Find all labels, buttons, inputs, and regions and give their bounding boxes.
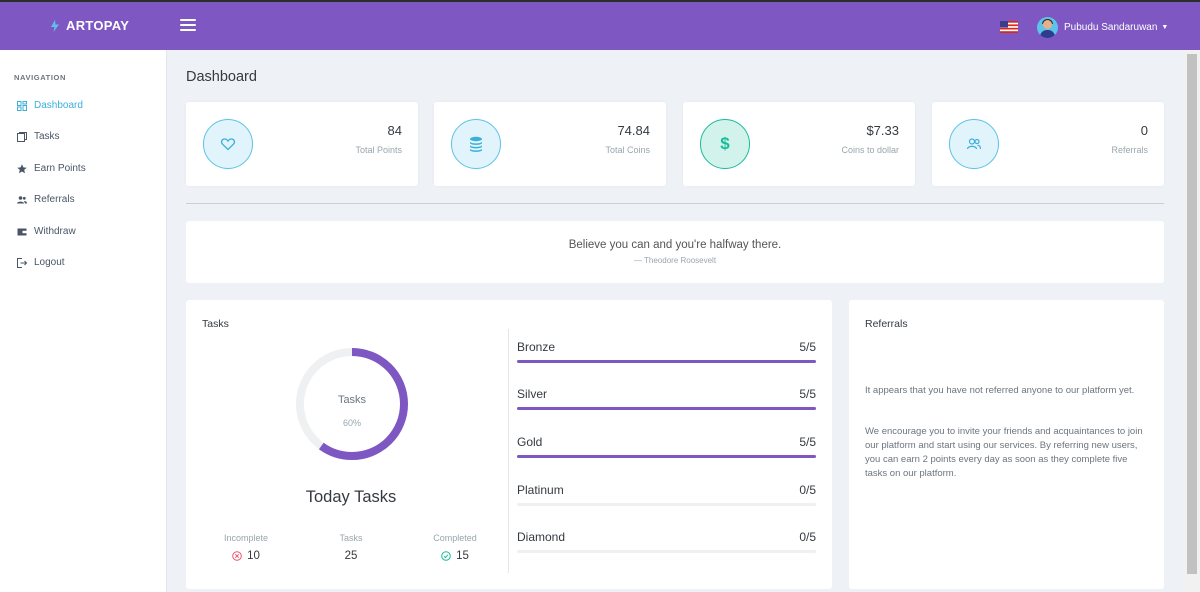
tier-name: Gold [517,435,543,449]
tier-progress-fill [517,407,816,410]
avatar [1037,17,1058,38]
tier-name: Platinum [517,483,564,497]
dollar-icon: $ [700,119,750,169]
sidebar-item-label: Tasks [34,131,60,142]
logo-icon [51,19,59,32]
tier-progress-bar [517,407,816,410]
brand-logo[interactable]: ARTOPAY [50,18,129,33]
donut-label: Tasks [337,394,367,406]
users-icon [949,119,999,169]
users-icon [17,195,27,203]
sidebar-item-label: Dashboard [34,100,83,111]
stat-value: 0 [1140,123,1148,138]
tier-progress-bar [517,455,816,458]
stat-card-total-coins: 74.84 Total Coins [434,102,666,186]
tasks-donut-chart [296,348,408,460]
stat-value: $7.33 [866,123,899,138]
page-scrollbar[interactable] [1184,50,1200,592]
stat-card-total-points: 84 Total Points [186,102,418,186]
sidebar-item-label: Withdraw [34,226,76,237]
summary-completed: Completed 15 [415,533,495,562]
page-title: Dashboard [186,69,257,85]
wallet-icon [17,228,27,235]
stat-label: Total Points [355,145,402,155]
coins-icon [451,119,501,169]
nav-section-title: NAVIGATION [14,73,66,82]
hamburger-icon [180,19,196,21]
sidebar-item-label: Earn Points [34,163,86,174]
tier-value: 0/5 [799,530,816,544]
vertical-divider [508,329,509,573]
star-icon [17,163,27,173]
us-flag-icon[interactable] [1000,21,1018,33]
divider [186,203,1164,204]
sidebar-item-referrals[interactable]: Referrals [17,194,75,205]
summary-label: Completed [433,533,477,543]
sidebar-item-label: Referrals [34,194,75,205]
sidebar-item-earn-points[interactable]: Earn Points [17,163,86,174]
card-title: Tasks [202,318,229,330]
tier-progress-bar [517,503,816,506]
stat-value: 84 [387,123,402,138]
tier-progress-fill [517,455,816,458]
donut-percent: 60% [342,418,361,428]
summary-value: 10 [247,550,260,562]
brand-name: ARTOPAY [66,18,130,33]
sidebar-item-logout[interactable]: Logout [17,257,65,268]
quote-card: Believe you can and you're halfway there… [186,221,1164,283]
stat-value: 74.84 [617,123,650,138]
stat-card-referrals: 0 Referrals [932,102,1164,186]
scrollbar-thumb[interactable] [1187,54,1197,574]
summary-tasks: Tasks 25 [311,533,391,562]
sidebar-item-tasks[interactable]: Tasks [17,131,60,142]
x-circle-icon [232,551,242,561]
dashboard-icon [17,100,27,111]
quote-author: — Theodore Roosevelt [633,256,717,265]
summary-value: 15 [456,550,469,562]
chevron-down-icon: ▼ [1161,24,1169,31]
user-menu[interactable]: Pubudu Sandaruwan ▼ [1037,17,1168,38]
tasks-card: Tasks Tasks 60% Today Tasks Incomplete 1… [186,300,832,589]
stat-label: Total Coins [605,145,650,155]
logout-icon [17,257,27,268]
summary-incomplete: Incomplete 10 [206,533,286,562]
sidebar-item-dashboard[interactable]: Dashboard [17,100,83,111]
today-tasks-title: Today Tasks [305,488,397,506]
heart-icon [203,119,253,169]
tier-name: Silver [517,387,548,401]
tier-progress-bar [517,360,816,363]
referrals-paragraph: It appears that you have not referred an… [865,385,1135,396]
sidebar-item-label: Logout [34,257,65,268]
card-title: Referrals [865,318,908,330]
summary-label: Tasks [339,533,363,543]
tier-value: 5/5 [799,340,816,354]
sidebar: NAVIGATION Dashboard Tasks Earn Points R… [0,50,167,592]
tier-progress-fill [517,360,816,363]
tier-name: Bronze [517,340,556,354]
top-navbar: ARTOPAY Pubudu Sandaruwan ▼ [0,0,1200,50]
summary-value: 25 [344,550,358,562]
tier-progress-bar [517,550,816,553]
tasks-icon [17,131,27,142]
tier-value: 0/5 [799,483,816,497]
summary-label: Incomplete [223,533,269,543]
stat-label: Coins to dollar [841,145,899,155]
stat-card-coins-to-dollar: $ $7.33 Coins to dollar [683,102,915,186]
menu-toggle-button[interactable] [180,19,196,33]
tier-value: 5/5 [799,435,816,449]
tier-value: 5/5 [799,387,816,401]
donut-progress-arc [296,348,408,460]
stat-label: Referrals [1111,145,1148,155]
tier-name: Diamond [517,530,566,544]
referrals-card: Referrals It appears that you have not r… [849,300,1164,589]
sidebar-item-withdraw[interactable]: Withdraw [17,226,76,237]
check-circle-icon [441,551,451,561]
referrals-paragraph: We encourage you to invite your friends … [865,426,1143,479]
quote-text: Believe you can and you're halfway there… [568,239,782,251]
user-name: Pubudu Sandaruwan [1064,22,1158,33]
